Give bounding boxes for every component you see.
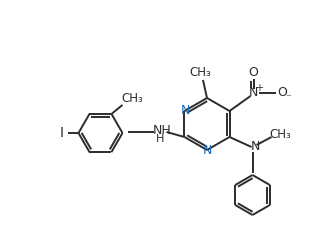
Text: N: N bbox=[202, 144, 212, 158]
Text: CH₃: CH₃ bbox=[270, 129, 291, 142]
Text: N: N bbox=[251, 141, 260, 153]
Text: NH: NH bbox=[153, 124, 172, 138]
Text: N: N bbox=[181, 105, 190, 117]
Text: N: N bbox=[249, 86, 258, 100]
Text: O: O bbox=[277, 86, 287, 100]
Text: I: I bbox=[59, 126, 64, 140]
Text: CH₃: CH₃ bbox=[122, 92, 143, 105]
Text: H: H bbox=[156, 134, 165, 144]
Text: +: + bbox=[256, 83, 263, 93]
Text: O: O bbox=[249, 66, 258, 79]
Text: CH₃: CH₃ bbox=[189, 66, 211, 79]
Text: ⁻: ⁻ bbox=[286, 93, 292, 103]
